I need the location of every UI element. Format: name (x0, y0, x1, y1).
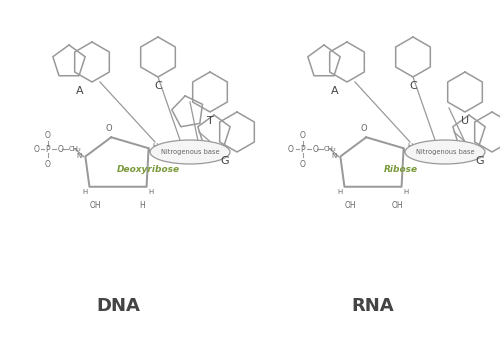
Text: DNA: DNA (96, 297, 140, 315)
Text: O: O (106, 124, 112, 133)
Ellipse shape (405, 140, 485, 164)
Text: H: H (152, 143, 158, 149)
Text: O: O (361, 124, 368, 133)
Text: G: G (476, 156, 484, 166)
Text: Nitrogenous base: Nitrogenous base (160, 149, 220, 155)
Text: Ribose: Ribose (384, 165, 418, 175)
Text: C: C (409, 81, 417, 91)
Text: N: N (331, 153, 336, 159)
Text: T: T (206, 116, 214, 126)
Text: Nitrogenous base: Nitrogenous base (416, 149, 474, 155)
Text: OH: OH (90, 201, 102, 210)
Text: H: H (148, 189, 154, 195)
Text: H: H (140, 201, 145, 210)
Text: H: H (82, 189, 87, 195)
Text: O: O (45, 160, 51, 169)
Text: O: O (313, 145, 319, 153)
Text: CH₂: CH₂ (69, 146, 82, 152)
Text: H: H (404, 189, 409, 195)
Text: O: O (58, 145, 64, 153)
Text: O: O (300, 131, 306, 140)
Text: C: C (154, 81, 162, 91)
Text: P: P (46, 145, 51, 153)
Text: A: A (76, 86, 84, 96)
Text: RNA: RNA (352, 297, 395, 315)
Text: O: O (33, 145, 39, 153)
Text: H: H (408, 143, 413, 149)
Text: G: G (220, 156, 230, 166)
Text: OH: OH (344, 201, 356, 210)
Text: CH₂: CH₂ (324, 146, 337, 152)
Text: O: O (300, 160, 306, 169)
Text: Deoxyribose: Deoxyribose (116, 165, 180, 175)
Text: OH: OH (392, 201, 404, 210)
Text: N: N (76, 153, 82, 159)
Text: O: O (288, 145, 294, 153)
Ellipse shape (150, 140, 230, 164)
Text: O: O (45, 131, 51, 140)
Text: U: U (461, 116, 469, 126)
Text: H: H (337, 189, 342, 195)
Text: A: A (331, 86, 339, 96)
Text: P: P (300, 145, 306, 153)
